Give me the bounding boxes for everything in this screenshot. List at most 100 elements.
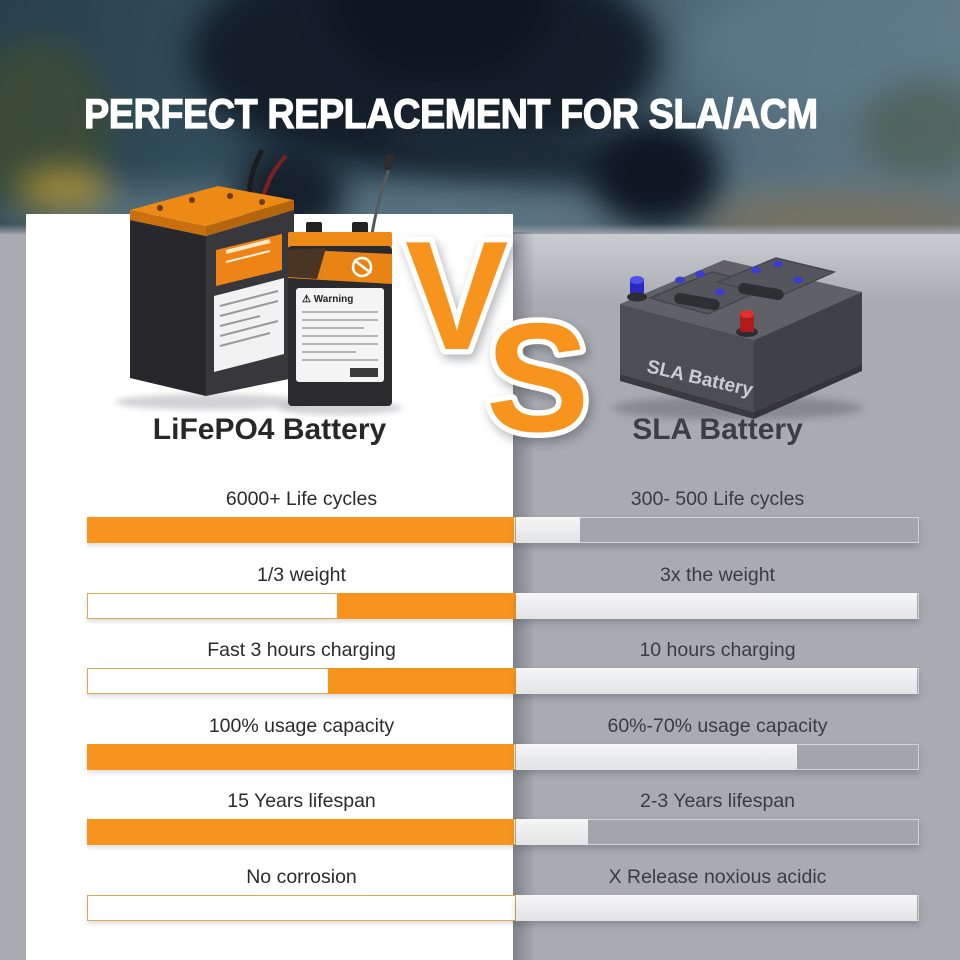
warning-label-text: ⚠ Warning	[302, 294, 353, 305]
photo-front-wheel	[590, 118, 720, 228]
lifepo4-bar	[87, 894, 516, 921]
battery-wire-red	[260, 154, 288, 201]
sla-handle	[738, 282, 784, 301]
battery-top-orange	[288, 232, 392, 248]
bar-fill	[87, 819, 514, 845]
sla-cell: 60%-70% usage capacity	[516, 713, 919, 770]
lifepo4-value-label: No corrosion	[246, 865, 357, 888]
lifepo4-bar	[87, 592, 516, 619]
sla-bar	[516, 668, 919, 694]
antenna-connector	[383, 153, 395, 171]
battery-spec-label	[214, 278, 284, 372]
sticker-mark	[225, 239, 271, 254]
lifepo4-cell: 1/3 weight	[87, 562, 516, 619]
sla-cell: 2-3 Years lifespan	[516, 788, 919, 845]
sla-bar	[516, 592, 919, 619]
sticker-mark	[225, 250, 271, 263]
battery-top-edge	[206, 200, 294, 236]
sla-red-terminal	[736, 310, 758, 337]
bar-fill	[516, 743, 797, 770]
sla-value-label: 2-3 Years lifespan	[639, 790, 796, 812]
battery-orange-sticker	[216, 234, 282, 286]
bar-fill	[516, 592, 917, 619]
sla-cell: 300- 500 Life cycles	[516, 486, 919, 543]
sla-base-edge	[754, 364, 862, 419]
lifepo4-heading: LiFePO4 Battery	[152, 413, 387, 446]
label-text-lines	[219, 290, 279, 347]
bolt	[259, 199, 265, 205]
scooter-glyph	[353, 259, 372, 274]
lifepo4-value-label: 15 Years lifespan	[227, 790, 376, 812]
lifepo4-bar	[87, 743, 516, 770]
sla-front-face	[620, 304, 754, 412]
lifepo4-cell: Fast 3 hours charging	[87, 637, 516, 694]
bar-fill	[516, 894, 917, 921]
lifepo4-cell: 15 Years lifespan	[87, 788, 516, 845]
lifepo4-bar	[87, 517, 516, 543]
battery-top-orange	[130, 186, 294, 226]
scooter-glyph	[351, 256, 373, 278]
bolt	[189, 197, 195, 203]
sla-value-label: 3x the weight	[660, 563, 775, 586]
vs-letter-v: V	[405, 233, 508, 382]
lifepo4-bar	[87, 819, 516, 845]
battery-front-face	[130, 220, 206, 396]
sla-side-face	[754, 292, 862, 412]
bar-fill	[516, 668, 917, 694]
photo-yellow-curb	[18, 168, 113, 210]
page-title: PERFECT REPLACEMENT FOR SLA/ACM	[83, 89, 818, 137]
battery-antenna-wire	[370, 165, 392, 235]
lifepo4-value-label: 6000+ Life cycles	[225, 488, 378, 510]
bolt	[157, 205, 163, 211]
comparison-rows: 6000+ Life cycles 300- 500 Life cycles 1…	[0, 486, 960, 939]
lifepo4-value-label: 100% usage capacity	[208, 714, 395, 737]
sticker-dark-patch	[288, 248, 326, 279]
row-usage-capacity: 100% usage capacity 60%-70% usage capaci…	[0, 713, 960, 770]
sla-heading: SLA Battery	[632, 413, 803, 446]
sla-indicator-dots	[675, 260, 803, 296]
lifepo4-battery-image: ⚠ Warning	[115, 148, 402, 415]
sla-value-label: 300- 500 Life cycles	[630, 488, 805, 510]
row-weight: 1/3 weight 3x the weight	[0, 562, 960, 619]
sla-battery-image: SLA Battery	[613, 257, 863, 420]
scooter-photo-background	[0, 0, 960, 234]
bar-fill	[87, 517, 514, 543]
bar-fill	[328, 668, 516, 694]
sla-base-edge	[620, 374, 754, 419]
bolt	[227, 193, 233, 199]
battery-terminal	[352, 222, 368, 234]
sla-value-label: 60%-70% usage capacity	[607, 714, 828, 737]
lifepo4-cell: 100% usage capacity	[87, 713, 516, 770]
row-corrosion: No corrosion X Release noxious acidic	[0, 864, 960, 921]
lifepo4-cell: 6000+ Life cycles	[87, 486, 516, 543]
battery-top-edge	[130, 210, 206, 236]
sla-bar	[516, 819, 919, 845]
sla-bar	[516, 894, 919, 921]
lifepo4-value-label: Fast 3 hours charging	[207, 639, 396, 661]
vs-letter-s: S	[486, 291, 589, 448]
sla-value-label: X Release noxious acidic	[608, 865, 827, 888]
sla-handle	[674, 292, 720, 311]
label-text-lines	[302, 311, 378, 361]
bar-fill	[336, 592, 516, 619]
bar-fill	[87, 743, 514, 770]
sla-cell: 3x the weight	[516, 562, 919, 619]
sla-cell: 10 hours charging	[516, 637, 919, 694]
sla-blue-terminal	[627, 276, 647, 302]
row-life-cycles: 6000+ Life cycles 300- 500 Life cycles	[0, 486, 960, 543]
lifepo4-bar	[87, 668, 516, 694]
battery-terminal	[306, 222, 322, 234]
row-lifespan: 15 Years lifespan 2-3 Years lifespan	[0, 788, 960, 845]
sla-value-label: 10 hours charging	[639, 639, 796, 661]
sla-bar	[516, 517, 919, 543]
vs-graphic: V S	[400, 233, 595, 448]
lifepo4-cell: No corrosion	[87, 864, 516, 921]
lifepo4-value-label: 1/3 weight	[257, 563, 346, 586]
photo-foliage-right	[860, 80, 960, 180]
row-charging: Fast 3 hours charging 10 hours charging	[0, 637, 960, 694]
bar-fill	[516, 819, 589, 845]
bar-fill	[516, 517, 581, 543]
sla-cell: X Release noxious acidic	[516, 864, 919, 921]
label-barcode	[350, 368, 378, 377]
sla-bar	[516, 743, 919, 770]
